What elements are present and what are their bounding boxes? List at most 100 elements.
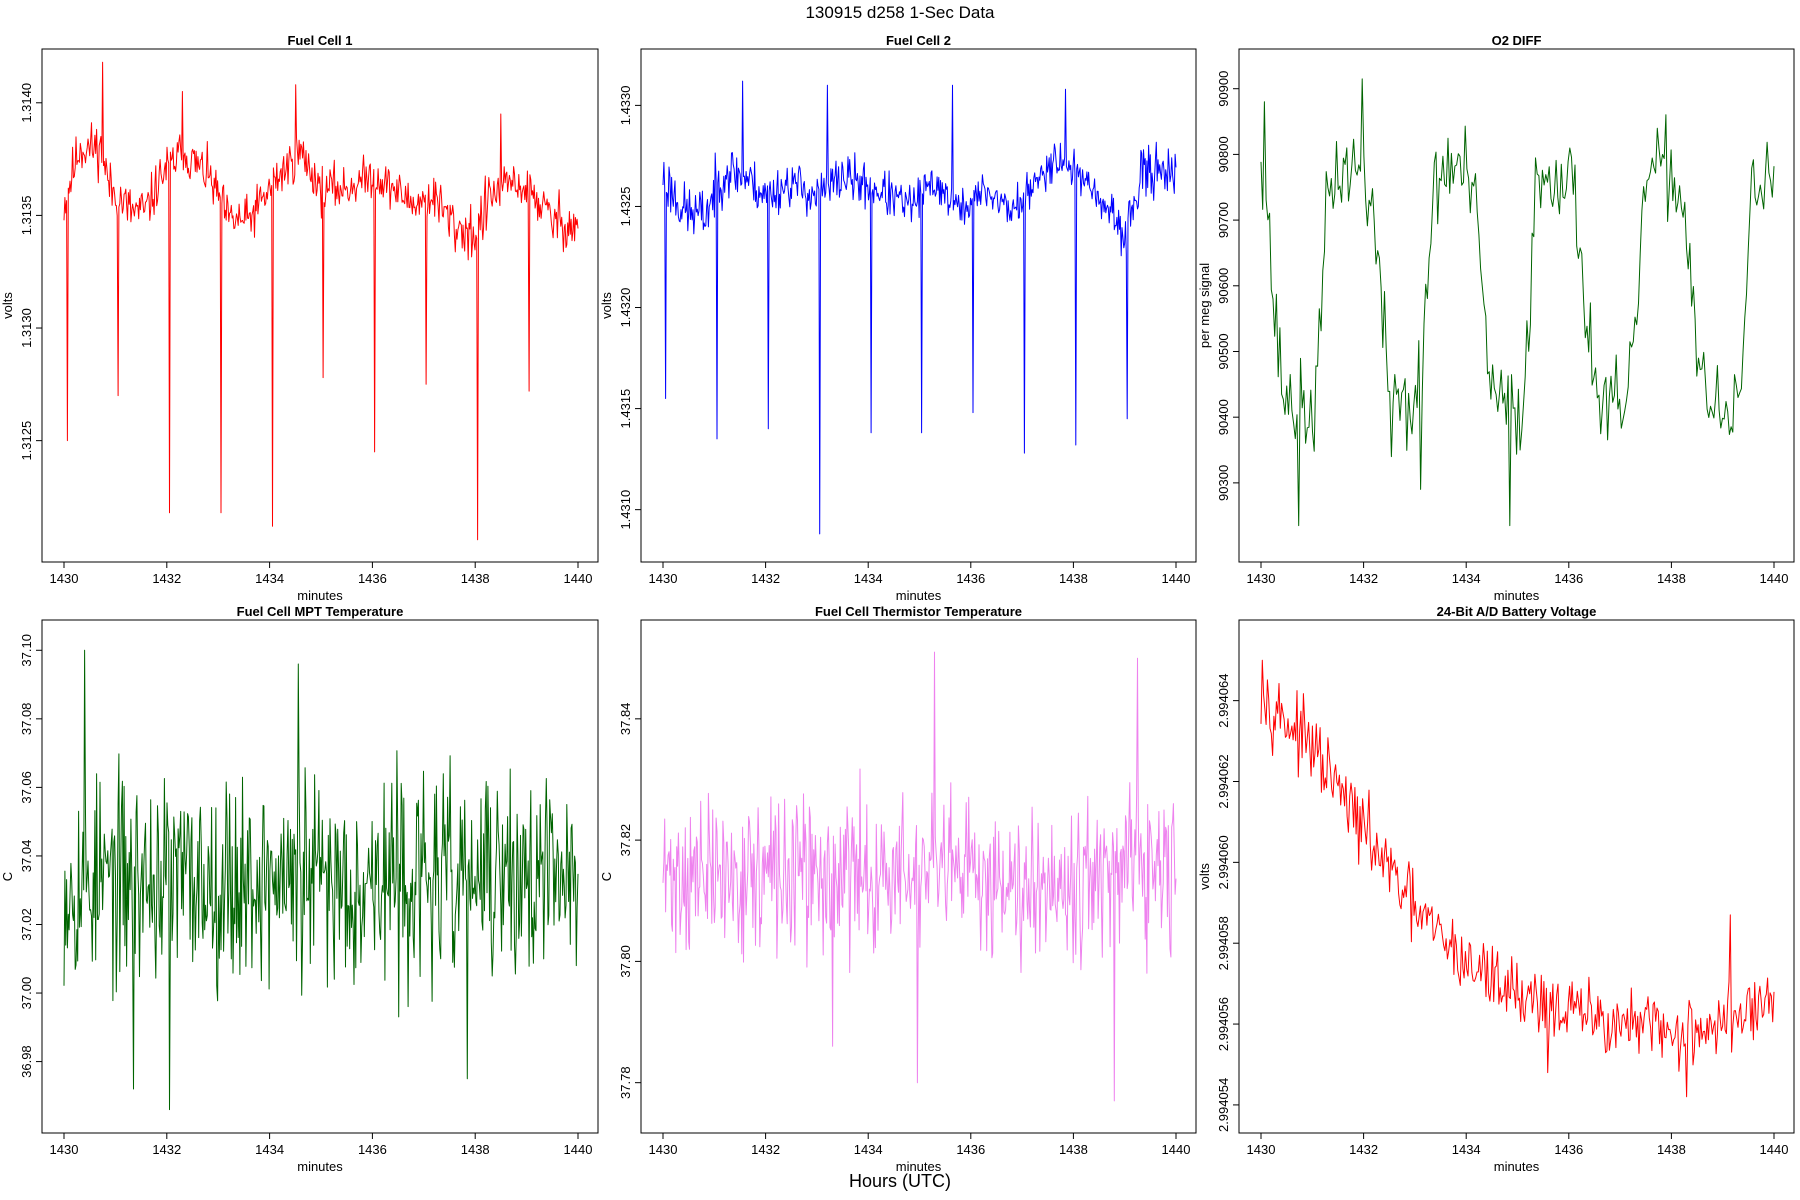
y-tick-label: 90700 [1216, 202, 1231, 238]
x-tick-label: 1430 [50, 1142, 79, 1157]
x-tick-label: 1430 [1247, 571, 1276, 586]
y-tick-label: 90400 [1216, 399, 1231, 435]
y-tick-label: 1.4330 [618, 86, 633, 126]
chart-panel-1: Fuel Cell 1 minutes volts 1430 1432 1434 1436 1… [0, 33, 599, 603]
y-tick-label: 1.3135 [19, 196, 34, 236]
y-tick-label: 2.994054 [1216, 1078, 1231, 1132]
x-tick-label: 1430 [649, 571, 678, 586]
x-tick-label: 1434 [1452, 1142, 1481, 1157]
chart-title: Fuel Cell Thermistor Temperature [815, 604, 1022, 619]
y-tick-label: 90900 [1216, 71, 1231, 107]
x-tick-label: 1440 [1162, 571, 1191, 586]
x-tick-label: 1430 [1247, 1142, 1276, 1157]
chart-panel-2: Fuel Cell 2 minutes volts 1430 1432 1434 1436 1… [599, 33, 1197, 603]
y-tick-label: 1.4310 [618, 490, 633, 530]
x-axis-label: minutes [1494, 1159, 1540, 1174]
chart-title: Fuel Cell MPT Temperature [237, 604, 404, 619]
chart-title: Fuel Cell 1 [287, 33, 352, 48]
x-tick-label: 1436 [1554, 571, 1583, 586]
x-tick-label: 1434 [255, 1142, 284, 1157]
y-tick-label: 90600 [1216, 268, 1231, 304]
y-tick-label: 2.994056 [1216, 997, 1231, 1051]
y-tick-label: 1.3140 [19, 83, 34, 123]
x-tick-label: 1436 [1554, 1142, 1583, 1157]
x-tick-label: 1440 [1760, 1142, 1789, 1157]
x-tick-label: 1434 [255, 571, 284, 586]
x-tick-label: 1432 [751, 1142, 780, 1157]
y-axis-label: volts [1197, 863, 1212, 890]
series-line [662, 80, 1177, 535]
plot-frame [640, 48, 1197, 563]
chart-title: Fuel Cell 2 [886, 33, 951, 48]
y-axis-label: C [599, 872, 614, 881]
y-tick-label: 37.08 [19, 703, 34, 736]
y-tick-label: 37.02 [19, 908, 34, 941]
x-tick-label: 1438 [1059, 571, 1088, 586]
x-tick-label: 1436 [956, 571, 985, 586]
x-tick-label: 1438 [1657, 1142, 1686, 1157]
y-tick-label: 36.98 [19, 1045, 34, 1078]
series-line [63, 61, 579, 541]
x-tick-label: 1438 [461, 1142, 490, 1157]
y-tick-label: 2.994062 [1216, 754, 1231, 808]
x-tick-label: 1430 [649, 1142, 678, 1157]
y-tick-label: 1.4320 [618, 288, 633, 328]
x-tick-label: 1440 [564, 1142, 593, 1157]
plot-frame [1238, 619, 1795, 1134]
series-line [662, 651, 1177, 1102]
series-line [1260, 78, 1775, 527]
y-tick-label: 37.78 [618, 1066, 633, 1099]
y-tick-label: 1.3130 [19, 308, 34, 348]
series-line [63, 649, 579, 1111]
x-tick-label: 1436 [358, 1142, 387, 1157]
x-tick-label: 1432 [152, 571, 181, 586]
y-tick-label: 1.4325 [618, 187, 633, 227]
x-tick-label: 1440 [1760, 571, 1789, 586]
y-tick-label: 2.994064 [1216, 674, 1231, 728]
y-axis-label: volts [599, 292, 614, 319]
chart-panel-3: O2 DIFF minutes per meg signal 1430 1432 1434… [1197, 33, 1795, 603]
y-tick-label: 1.3125 [19, 421, 34, 461]
x-axis-label: minutes [297, 588, 343, 603]
x-tick-label: 1434 [1452, 571, 1481, 586]
plot-frame [41, 48, 599, 563]
x-tick-label: 1432 [152, 1142, 181, 1157]
chart-title: O2 DIFF [1492, 33, 1542, 48]
series-line [1260, 659, 1775, 1098]
x-tick-label: 1440 [564, 571, 593, 586]
y-tick-label: 2.994058 [1216, 916, 1231, 970]
x-tick-label: 1436 [358, 571, 387, 586]
x-tick-label: 1436 [956, 1142, 985, 1157]
y-tick-label: 90500 [1216, 333, 1231, 369]
x-tick-label: 1430 [50, 571, 79, 586]
x-tick-label: 1434 [854, 571, 883, 586]
x-axis-label: minutes [297, 1159, 343, 1174]
x-tick-label: 1438 [1059, 1142, 1088, 1157]
y-axis-label: per meg signal [1197, 263, 1212, 348]
y-tick-label: 37.82 [618, 824, 633, 857]
chart-panel-4: Fuel Cell MPT Temperature minutes C 1430 143… [0, 604, 599, 1174]
chart-title: 24-Bit A/D Battery Voltage [1437, 604, 1597, 619]
y-tick-label: 90300 [1216, 465, 1231, 501]
x-tick-label: 1432 [751, 571, 780, 586]
y-tick-label: 37.80 [618, 945, 633, 978]
y-tick-label: 37.04 [19, 840, 34, 873]
y-tick-label: 1.4315 [618, 389, 633, 429]
x-axis-label: minutes [896, 1159, 942, 1174]
chart-panel-6: 24-Bit A/D Battery Voltage minutes volts 14… [1197, 604, 1795, 1174]
y-tick-label: 37.06 [19, 771, 34, 804]
x-tick-label: 1432 [1349, 571, 1378, 586]
x-tick-label: 1438 [1657, 571, 1686, 586]
y-tick-label: 37.84 [618, 703, 633, 736]
x-tick-label: 1438 [461, 571, 490, 586]
x-axis-label: minutes [1494, 588, 1540, 603]
x-tick-label: 1440 [1162, 1142, 1191, 1157]
x-tick-label: 1434 [854, 1142, 883, 1157]
y-tick-label: 2.994060 [1216, 835, 1231, 889]
page-title: 130915 d258 1-Sec Data [805, 3, 995, 22]
footer-axis-label: Hours (UTC) [849, 1171, 951, 1191]
x-tick-label: 1432 [1349, 1142, 1378, 1157]
y-tick-label: 37.00 [19, 977, 34, 1010]
